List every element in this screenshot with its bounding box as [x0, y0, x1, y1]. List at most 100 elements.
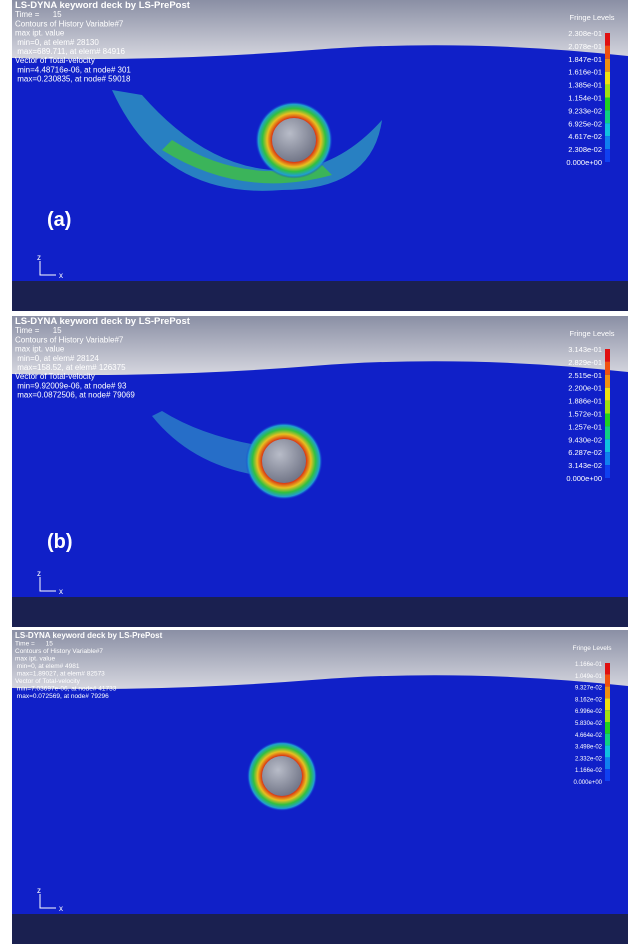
- fringe-level: 9.430e-02: [568, 435, 602, 444]
- fringe-level: 0.000e+00: [566, 474, 602, 483]
- axis-z: z: [37, 886, 41, 895]
- fringe-color: [605, 757, 610, 769]
- fringe-level: 9.327e-02: [575, 686, 603, 692]
- fringe-color: [605, 687, 610, 699]
- axis-x: x: [59, 904, 63, 913]
- header-line: min=4.48716e-06, at node# 301: [15, 65, 131, 74]
- header-line: min=0, at elem# 4981: [15, 663, 80, 670]
- fringe-level: 2.515e-01: [568, 371, 602, 380]
- fringe-color: [605, 769, 610, 781]
- fringe-color: [605, 675, 610, 687]
- pipe: [262, 756, 302, 796]
- fringe-color: [605, 465, 610, 478]
- base-strip: [12, 597, 628, 627]
- fringe-color: [605, 710, 610, 722]
- pipe: [262, 439, 306, 483]
- panel-label: (a): [47, 209, 71, 231]
- header-line: min=0, at elem# 28130: [15, 38, 99, 47]
- fringe-color: [605, 426, 610, 439]
- fringe-level: 2.078e-01: [568, 42, 602, 51]
- fringe-color: [605, 746, 610, 758]
- axis-z: z: [37, 253, 41, 262]
- fringe-color: [605, 123, 610, 136]
- fringe-color: [605, 388, 610, 401]
- fringe-color: [605, 110, 610, 123]
- header-line: max=0.072569, at node# 79296: [15, 693, 109, 700]
- fringe-level: 1.616e-01: [568, 68, 602, 77]
- fringe-color: [605, 362, 610, 375]
- fringe-level: 1.166e-02: [575, 768, 603, 774]
- header-line: LS-DYNA keyword deck by LS-PrePost: [15, 631, 163, 640]
- fringe-level: 4.617e-02: [568, 132, 602, 141]
- fringe-level: 2.308e-02: [568, 145, 602, 154]
- fringe-level: 2.829e-01: [568, 358, 602, 367]
- header-line: max=158.52, at elem# 126375: [15, 363, 126, 372]
- fringe-level: 6.925e-02: [568, 119, 602, 128]
- fringe-level: 1.166e-01: [575, 662, 603, 668]
- header-line: Time = 15: [15, 326, 62, 335]
- base-strip: [12, 281, 628, 311]
- header-line: max ipt. value: [15, 29, 65, 38]
- fringe-level: 4.664e-02: [575, 733, 603, 739]
- fringe-color: [605, 46, 610, 59]
- fringe-level: 5.830e-02: [575, 721, 603, 727]
- header-line: min=0, at elem# 28124: [15, 354, 99, 363]
- fringe-level: 6.996e-02: [575, 709, 603, 715]
- fringe-level: 8.162e-02: [575, 697, 603, 703]
- fringe-color: [605, 85, 610, 98]
- figure: LS-DYNA keyword deck by LS-PrePostTime =…: [0, 0, 635, 944]
- fringe-color: [605, 401, 610, 414]
- fringe-color: [605, 375, 610, 388]
- fringe-level: 1.257e-01: [568, 422, 602, 431]
- fringe-color: [605, 59, 610, 72]
- fringe-level: 0.000e+00: [573, 780, 602, 786]
- base-strip: [12, 914, 628, 944]
- header-line: max=0.230835, at node# 59018: [15, 75, 131, 84]
- fringe-color: [605, 136, 610, 149]
- fringe-level: 1.886e-01: [568, 397, 602, 406]
- header-line: min=7.03697e-06, at node# 41733: [15, 686, 117, 693]
- header-line: max=0.0872506, at node# 79069: [15, 391, 135, 400]
- header-line: Contours of History Variable#7: [15, 648, 103, 655]
- header-line: min=9.92009e-06, at node# 93: [15, 381, 127, 390]
- fringe-level: 1.572e-01: [568, 410, 602, 419]
- water: [12, 675, 628, 914]
- header-line: Time = 15: [15, 641, 53, 648]
- fringe-level: 1.385e-01: [568, 81, 602, 90]
- fringe-color: [605, 414, 610, 427]
- fringe-level: 1.154e-01: [568, 94, 602, 103]
- fringe-color: [605, 452, 610, 465]
- header-line: Vector of Total-velocity: [15, 372, 95, 381]
- fringe-color: [605, 734, 610, 746]
- fringe-color: [605, 72, 610, 85]
- axis-x: x: [59, 587, 63, 596]
- header-line: max ipt. value: [15, 656, 55, 663]
- fringe-level: 2.308e-01: [568, 29, 602, 38]
- header-line: Time = 15: [15, 10, 62, 19]
- axis-z: z: [37, 569, 41, 578]
- fringe-level: 2.332e-02: [575, 756, 603, 762]
- panel-label: (b): [47, 531, 73, 553]
- fringe-color: [605, 33, 610, 46]
- fringe-color: [605, 439, 610, 452]
- header-line: Vector of Total-velocity: [15, 678, 81, 685]
- fringe-title: Fringe Levels: [569, 13, 614, 22]
- fringe-color: [605, 698, 610, 710]
- fringe-color: [605, 663, 610, 675]
- fringe-level: 1.847e-01: [568, 55, 602, 64]
- header-line: max ipt. value: [15, 345, 65, 354]
- fringe-level: 6.287e-02: [568, 448, 602, 457]
- fringe-color: [605, 149, 610, 162]
- pipe: [272, 118, 316, 162]
- header-line: max=689.711, at elem# 84916: [15, 47, 125, 56]
- header-line: Vector of Total-velocity: [15, 56, 95, 65]
- fringe-title: Fringe Levels: [569, 329, 614, 338]
- fringe-color: [605, 722, 610, 734]
- fringe-level: 9.233e-02: [568, 106, 602, 115]
- header-line: max=1.89027, at elem# 82573: [15, 671, 105, 678]
- fringe-color: [605, 98, 610, 111]
- fringe-level: 2.200e-01: [568, 384, 602, 393]
- fringe-color: [605, 349, 610, 362]
